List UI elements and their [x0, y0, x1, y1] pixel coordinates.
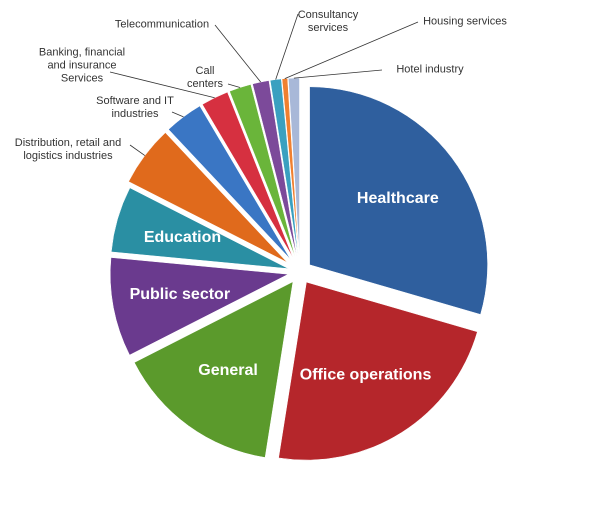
leader-line — [171, 111, 184, 118]
pie-slice — [288, 77, 300, 257]
slice-label: Call centers — [186, 65, 224, 90]
slice-label: Telecommunication — [114, 18, 210, 31]
pie-slice — [109, 257, 290, 356]
pie-slice — [281, 78, 299, 257]
slice-label: Healthcare — [357, 190, 439, 207]
pie-slice — [110, 187, 289, 269]
leader-line — [214, 24, 261, 83]
slice-label: Distribution, retail and logistics indus… — [14, 137, 122, 162]
pie-slice — [128, 132, 288, 263]
pie-slice — [168, 105, 291, 260]
pie-slice — [309, 86, 488, 315]
pie-slice — [269, 78, 299, 257]
pie-slice — [229, 84, 296, 257]
leader-line — [275, 13, 299, 80]
slice-label: Office operations — [300, 367, 432, 384]
slice-label: Software and IT industries — [96, 95, 174, 120]
pie-slice — [252, 80, 298, 257]
leader-line — [293, 69, 383, 79]
leader-line — [284, 21, 419, 79]
leader-line — [227, 83, 241, 88]
leader-line — [109, 71, 215, 99]
pie-slice — [202, 91, 294, 258]
pie-slice — [278, 281, 478, 461]
slice-label: Hotel industry — [396, 63, 464, 76]
slice-label: Consultancy services — [297, 9, 359, 34]
slice-label: Banking, financial and insurance Service… — [38, 46, 126, 85]
slice-label: Housing services — [423, 15, 507, 28]
leader-line — [129, 144, 146, 156]
pie-slice — [134, 281, 294, 458]
slice-label: Education — [144, 229, 221, 246]
slice-label: General — [198, 362, 258, 379]
slice-label: Public sector — [130, 286, 230, 303]
